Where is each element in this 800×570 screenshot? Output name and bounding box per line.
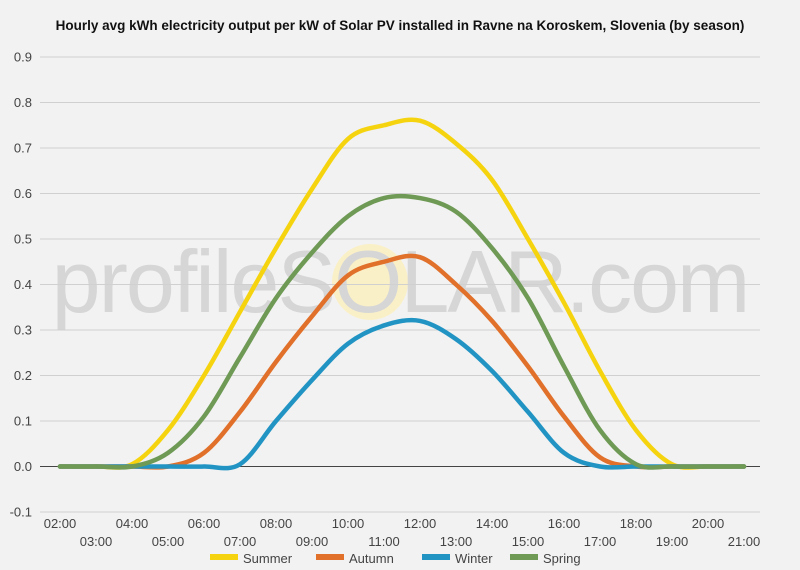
watermark-sun-icon [332,244,408,320]
x-tick-label: 15:00 [512,534,545,549]
x-tick-label: 12:00 [404,516,437,531]
legend-label-winter: Winter [455,551,493,566]
y-tick-label: 0.0 [14,459,32,474]
legend-label-summer: Summer [243,551,293,566]
x-tick-label: 02:00 [44,516,77,531]
chart-title: Hourly avg kWh electricity output per kW… [55,18,745,33]
legend-swatch-summer [210,554,238,560]
y-tick-label: 0.3 [14,323,32,338]
x-tick-label: 08:00 [260,516,293,531]
y-tick-label: -0.1 [10,505,32,520]
x-tick-label: 05:00 [152,534,185,549]
legend: Summer Autumn Winter Spring [210,551,581,566]
x-tick-label: 03:00 [80,534,113,549]
y-tick-label: 0.9 [14,50,32,65]
legend-swatch-spring [510,554,538,560]
x-tick-label: 11:00 [368,534,400,549]
legend-label-spring: Spring [543,551,581,566]
series-lines [57,117,747,471]
y-tick-label: 0.7 [14,141,32,156]
x-tick-label: 14:00 [476,516,509,531]
x-tick-label: 16:00 [548,516,581,531]
x-tick-label: 04:00 [116,516,149,531]
y-tick-label: 0.6 [14,186,32,201]
series-line-summer [57,117,747,470]
y-tick-label: 0.8 [14,95,32,110]
legend-swatch-winter [422,554,450,560]
y-tick-label: 0.4 [14,277,32,292]
y-tick-label: 0.1 [14,414,32,429]
x-tick-label: 21:00 [728,534,761,549]
y-tick-label: 0.2 [14,368,32,383]
y-tick-label: 0.5 [14,232,32,247]
x-axis-ticks: 02:00 04:00 06:00 08:00 10:00 12:00 14:00 16:00… [44,516,761,549]
legend-label-autumn: Autumn [349,551,394,566]
y-axis-ticks: 0.9 0.8 0.7 0.6 0.5 0.4 0.3 0.2 0.1 0.0 -0.1 [10,50,32,520]
x-tick-label: 10:00 [332,516,365,531]
x-tick-label: 13:00 [440,534,473,549]
watermark: profileSOLAR.com [52,232,751,331]
x-tick-label: 09:00 [296,534,329,549]
x-tick-label: 18:00 [620,516,653,531]
series-line-winter [57,317,747,471]
legend-swatch-autumn [316,554,344,560]
x-tick-label: 19:00 [656,534,689,549]
watermark-text: profileSOLAR.com [52,232,749,331]
series-line-spring [57,193,747,470]
x-tick-label: 17:00 [584,534,617,549]
x-tick-label: 07:00 [224,534,257,549]
grid [40,56,760,513]
x-tick-label: 20:00 [692,516,725,531]
x-tick-label: 06:00 [188,516,221,531]
